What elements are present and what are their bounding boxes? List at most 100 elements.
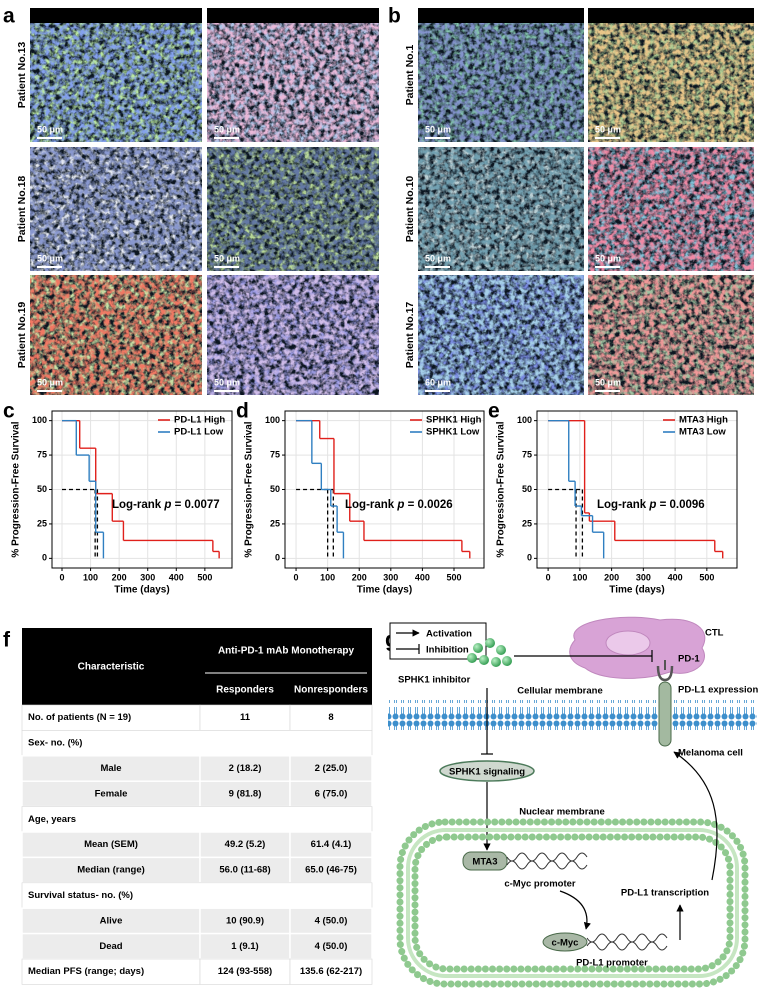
activation-arrow: [673, 751, 718, 881]
nuclear-membrane: [396, 818, 749, 988]
label: PD-L1 promoter: [576, 958, 648, 969]
annotation-part: p: [648, 499, 656, 511]
image-texture: [30, 8, 202, 142]
x-tick-label: 300: [140, 572, 155, 582]
cell-membrane: [388, 700, 757, 730]
table-cell-bg: [289, 755, 373, 782]
panel-label: e: [488, 400, 500, 423]
label: SPHK1 signaling: [449, 767, 525, 778]
pdl1-receptor: [658, 681, 672, 747]
annotation-part: p: [396, 499, 404, 511]
y-axis-title: % Progression-Free Survival: [11, 421, 22, 557]
label: MTA3: [472, 857, 497, 868]
channel-label: MTA3: [105, 11, 127, 20]
label: Melanoma cell: [678, 748, 743, 759]
y-tick-label: 25: [37, 518, 47, 528]
image-texture: [588, 8, 754, 142]
y-axis-title: % Progression-Free Survival: [244, 421, 255, 557]
y-tick-label: 50: [270, 484, 280, 494]
y-tick-label: 0: [527, 553, 532, 563]
cmyc-protein: [542, 932, 588, 952]
table-cell: No. of patients (N = 19): [28, 712, 131, 723]
label: PD-L1 expression: [678, 685, 758, 696]
table-row: [21, 806, 373, 833]
diagram: g Activation Inhibition CTL PD-1 SPHK1 i…: [385, 616, 758, 988]
table-cell: 124 (93-558): [218, 966, 272, 977]
y-tick-label: 25: [522, 518, 532, 528]
patient-label: Patient No.18: [16, 176, 28, 243]
legend-label: SPHK1 Low: [426, 427, 480, 438]
scale-bar-label: 50 μm: [425, 124, 451, 134]
scale-bar-label: 50 μm: [37, 377, 63, 387]
label: PD-L1 transcription: [621, 888, 709, 899]
panel-label: c: [3, 400, 15, 423]
annotation-part: = 0.0077: [171, 499, 219, 511]
patient-label: Patient No.19: [16, 302, 28, 369]
channel-label: CD45: [730, 11, 751, 20]
table-cell: Median (range): [77, 865, 145, 876]
annotation-part: Log-rank: [345, 499, 397, 511]
label: Nuclear membrane: [519, 807, 605, 818]
y-tick-label: 75: [522, 449, 532, 459]
table-cell: 2 (25.0): [315, 763, 348, 774]
scale-bar-label: 60 μm: [425, 377, 451, 387]
scale-bar-label: 50 μm: [425, 253, 451, 263]
annotation: Log-rank p = 0.0096: [597, 499, 705, 511]
header-cell: Characteristic: [78, 662, 145, 673]
y-tick-label: 0: [275, 553, 280, 563]
table-cell-bg: [289, 704, 373, 731]
dna: [586, 933, 668, 951]
scale-bar-label: 50 μm: [595, 253, 621, 263]
dna: [506, 852, 588, 870]
channel-label: CD8: [247, 11, 264, 20]
channel-label: DAPI: [592, 11, 611, 20]
table-cell: 65.0 (46-75): [305, 865, 357, 876]
table-cell-bg: [21, 958, 201, 985]
table-cell: Dead: [99, 941, 122, 952]
table-cell: Male: [100, 763, 121, 774]
scale-bar-label: 50 μm: [37, 253, 63, 263]
nuclear-membrane: [406, 828, 739, 978]
channel-label: CD8: [627, 11, 644, 20]
channel-label: SPHK1: [66, 11, 93, 20]
scale-bar-label: 50 μm: [595, 377, 621, 387]
channel-label: CD45: [355, 11, 376, 20]
patient-label: Patient No.10: [404, 176, 416, 243]
header-cell: Responders: [216, 685, 274, 696]
y-tick-label: 0: [42, 553, 47, 563]
pd1-receptor: [656, 665, 674, 682]
plot-frame: [536, 410, 738, 569]
table-cell-bg: [21, 831, 201, 859]
image-texture: [418, 275, 584, 395]
km-chart: d 0 25 50 75 100 0 100 200 300 400 500 Time (days) % …: [236, 400, 485, 596]
channel-label: DAPI: [34, 11, 53, 20]
x-tick-label: 0: [546, 572, 551, 582]
table-cell-bg: [289, 780, 373, 808]
legend-label: Activation: [426, 629, 472, 640]
x-tick-label: 400: [169, 572, 184, 582]
header-cell: Anti-PD-1 mAb Monotherapy: [218, 646, 355, 657]
channel-label: MTA3: [490, 11, 512, 20]
legend-label: Inhibition: [426, 645, 469, 656]
panel-label: a: [3, 5, 15, 28]
image-panels: a Patient No.13 50 μm 50 μm Patient No.18 50 …: [3, 5, 754, 395]
km-chart: c 0 25 50 75 100 0 100 200 300 400 500 Time (days) % …: [3, 400, 233, 596]
y-tick-label: 50: [37, 484, 47, 494]
plot-frame: [51, 410, 233, 569]
table-cell: Alive: [100, 915, 123, 926]
image-texture: [588, 275, 754, 395]
channel-label: PD-L1: [175, 11, 199, 20]
table-header: [22, 628, 372, 705]
annotation-part: p: [163, 499, 171, 511]
y-tick-label: 100: [32, 415, 47, 425]
table-cell: 10 (90.9): [226, 915, 264, 926]
scale-bar-label: 50 μm: [37, 124, 63, 134]
image-texture: [418, 147, 584, 271]
channel-strip: [588, 8, 754, 23]
annotation-part: = 0.0096: [656, 499, 704, 511]
patient-label: Patient No.1: [404, 45, 416, 106]
channel-label: GZMB: [659, 11, 683, 20]
annotation: Log-rank p = 0.0077: [112, 499, 220, 511]
header-cell: Nonresponders: [294, 685, 368, 696]
